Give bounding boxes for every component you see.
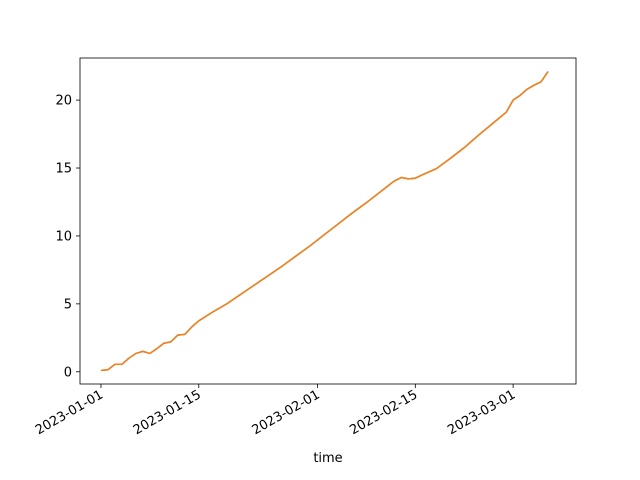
y-tick-label: 0 [64,365,72,380]
y-tick-label: 15 [55,162,72,177]
x-axis-label: time [313,451,342,466]
y-tick-label: 5 [64,297,72,312]
series-line-2 [100,71,549,372]
y-axis: 0 5 10 15 20 [55,94,80,380]
series-layer [100,71,549,372]
y-tick-label: 20 [55,94,72,109]
plot-area-frame [79,57,577,385]
y-tick-label: 10 [55,229,72,244]
